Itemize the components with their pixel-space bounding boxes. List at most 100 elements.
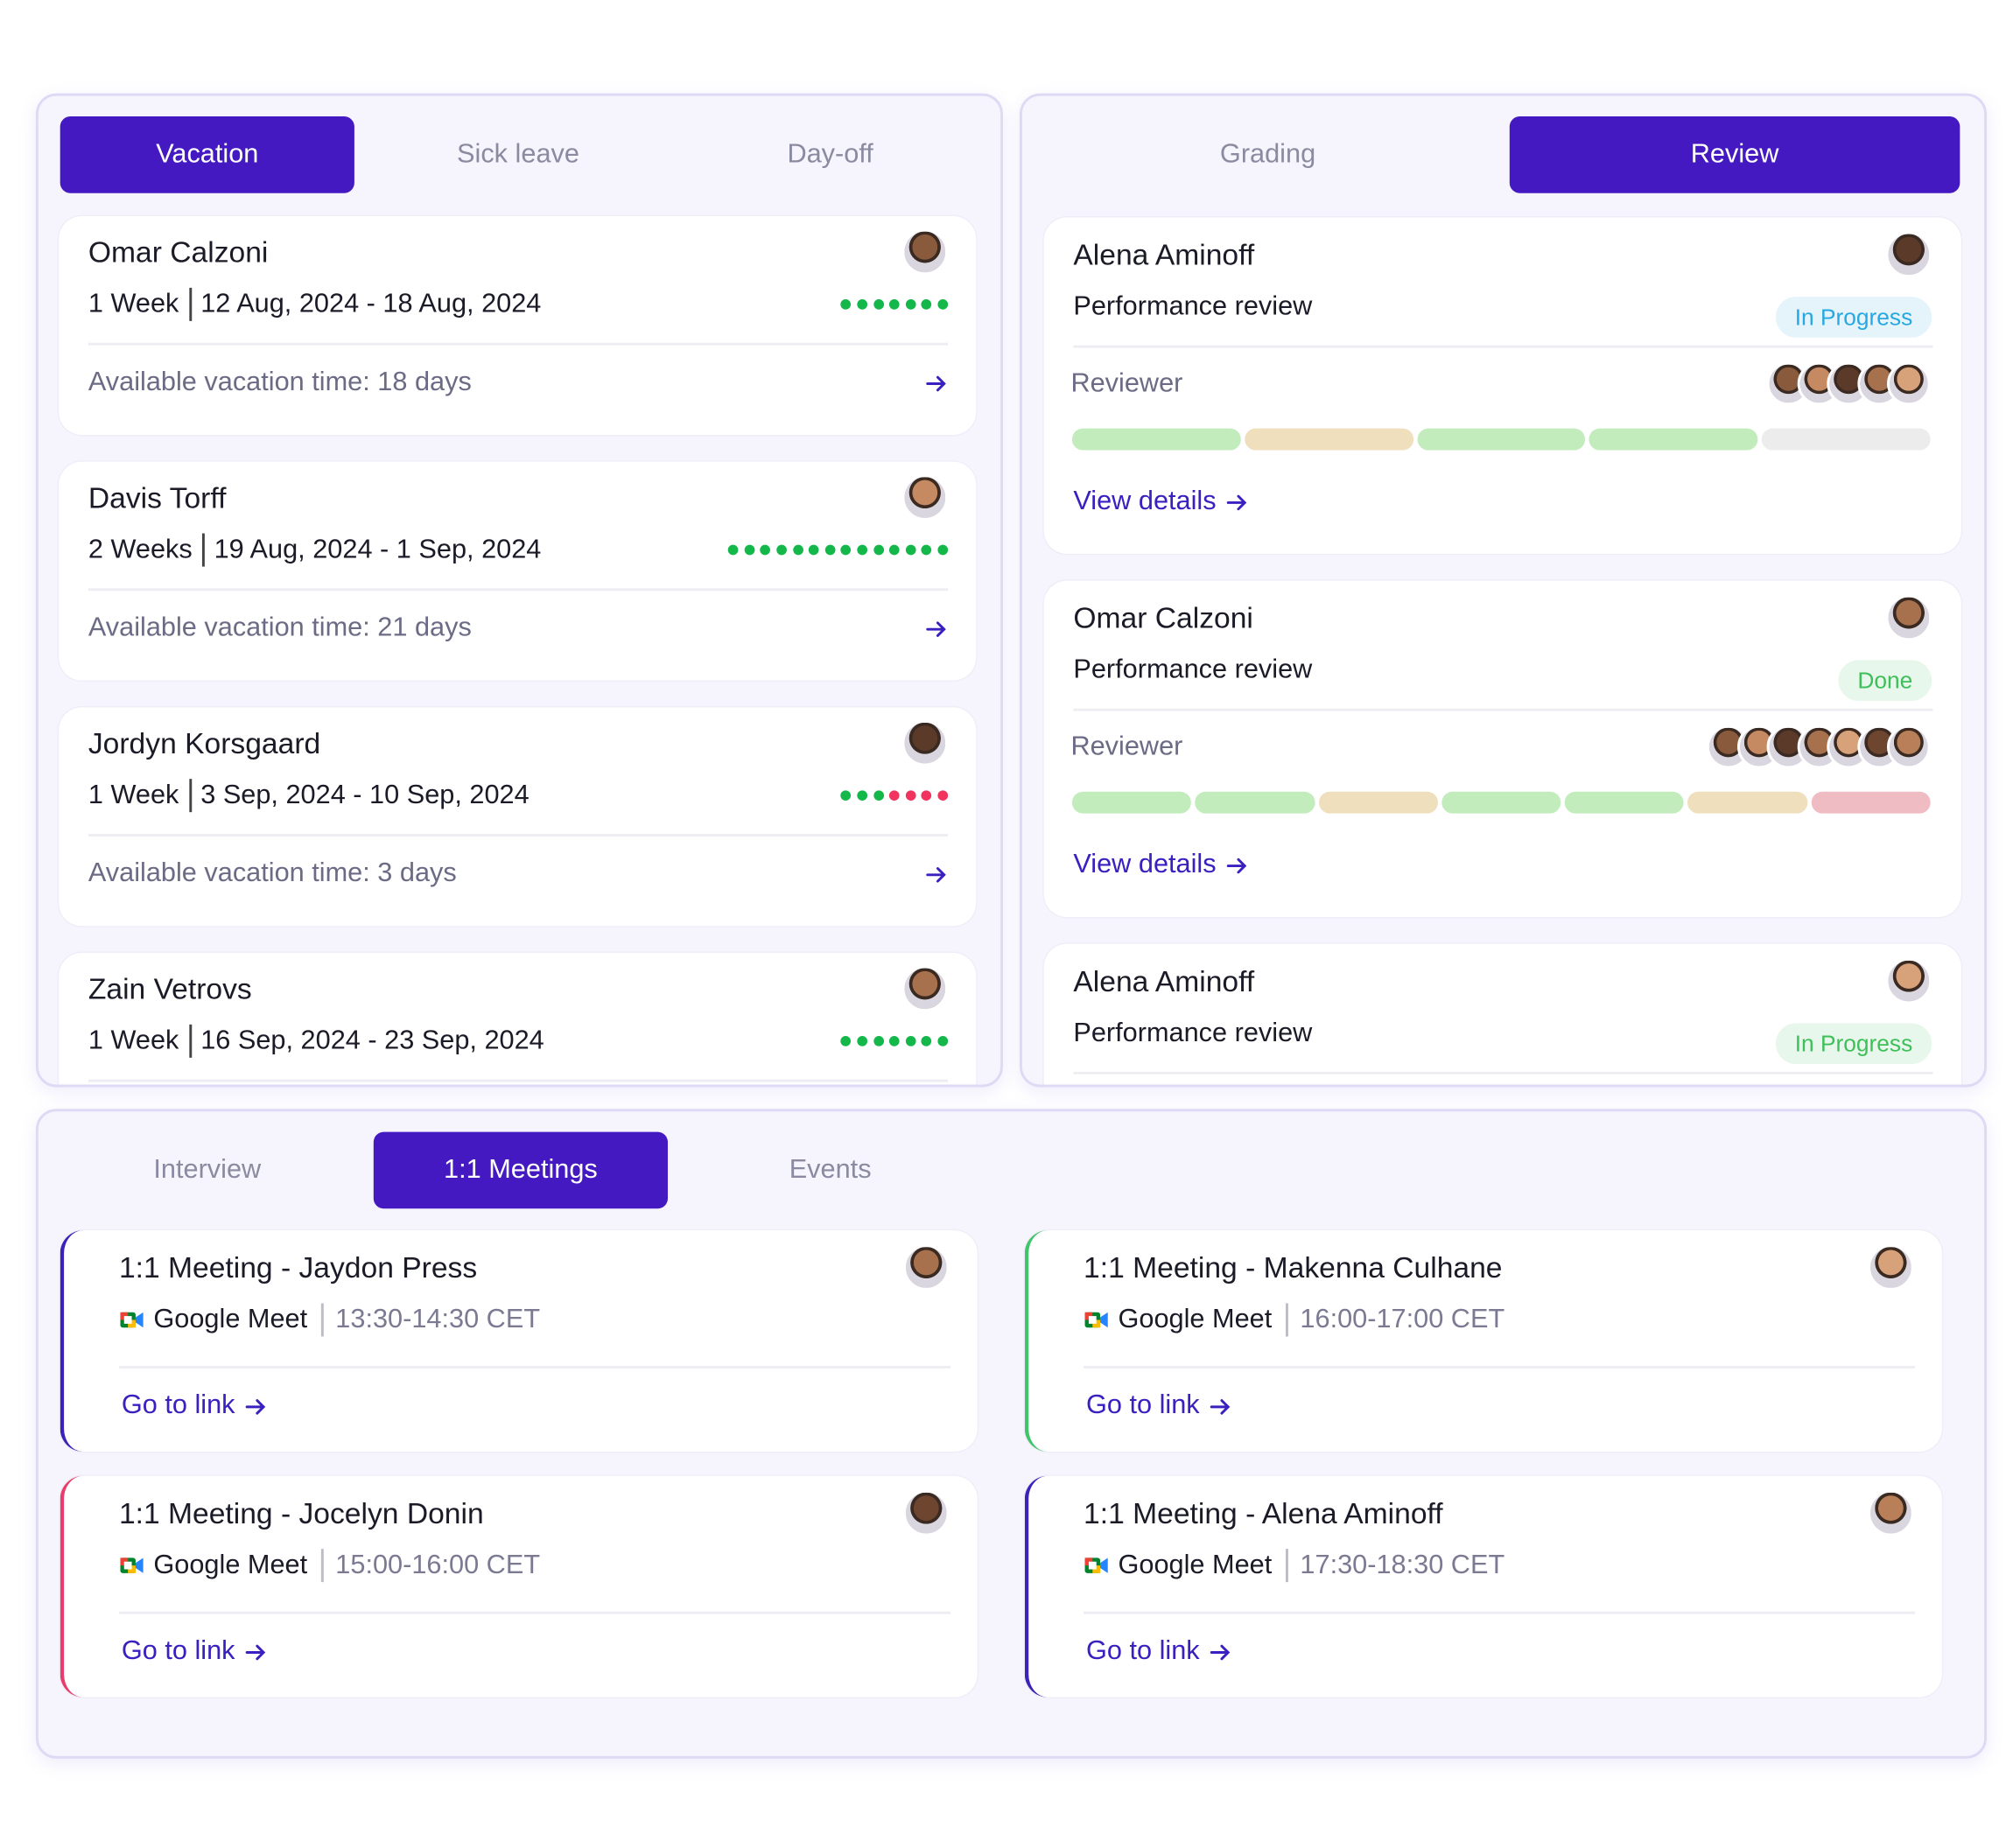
meeting-card: 1:1 Meeting - Alena Aminoff Google Meet 17… [1024, 1475, 1942, 1698]
day-dot [744, 544, 755, 556]
arrow [1210, 1644, 1230, 1661]
day-dot [873, 299, 884, 310]
dates: 3 Sep, 2024 - 10 Sep, 2024 [200, 780, 530, 810]
progress-segment [1811, 791, 1931, 814]
progress-segment [1071, 791, 1192, 814]
separator [321, 1303, 325, 1337]
meeting-card: 1:1 Meeting - Jaydon Press Google Meet 13:… [60, 1230, 978, 1452]
divider [88, 342, 949, 346]
separator [321, 1549, 325, 1583]
arrow [1210, 1399, 1230, 1415]
status-text: In Progress [1794, 304, 1913, 331]
arrow [245, 1644, 265, 1661]
duration: 1 Week [88, 1026, 179, 1055]
day-dot [840, 544, 852, 556]
meeting-time: 16:00-17:00 CET [1300, 1304, 1505, 1334]
dates: 16 Sep, 2024 - 23 Sep, 2024 [200, 1026, 544, 1055]
duration: 1 Week [88, 780, 179, 810]
meet-icon [120, 1310, 144, 1330]
tab[interactable]: 1:1 Meetings [373, 1131, 669, 1209]
status-text: Done [1857, 668, 1913, 694]
available-time: Available vacation time: 18 days [88, 367, 472, 397]
separator [189, 1024, 192, 1058]
meet-icon [1084, 1555, 1108, 1575]
day-dot [727, 544, 739, 556]
arrow [926, 375, 946, 392]
dates: 19 Aug, 2024 - 1 Sep, 2024 [214, 534, 542, 564]
review-card: Alena Aminoff Performance review In Progre… [1043, 217, 1961, 554]
arrow [245, 1399, 265, 1415]
view-details-link[interactable]: View details [1073, 849, 1217, 879]
meeting-title: 1:1 Meeting - Makenna Culhane [1084, 1250, 1503, 1284]
day-dot [760, 544, 771, 556]
day-dot [840, 1035, 852, 1046]
status-badge: In Progress [1775, 1023, 1932, 1065]
tab[interactable]: Day-off [787, 139, 873, 169]
reviewer-label: Reviewer [1070, 732, 1183, 761]
dates: 12 Aug, 2024 - 18 Aug, 2024 [200, 289, 542, 318]
meeting-time: 13:30-14:30 CET [335, 1304, 541, 1334]
status-bg [1775, 1023, 1932, 1065]
tab[interactable]: Vacation [60, 116, 354, 193]
avatar [1887, 724, 1931, 769]
divider [1084, 1611, 1916, 1614]
google-meet-icon [1084, 1312, 1108, 1328]
review-card: Alena Aminoff Performance review In Progre… [1043, 943, 1961, 1085]
tab[interactable]: Sick leave [457, 139, 579, 169]
view-details-link[interactable]: View details [1073, 486, 1217, 516]
reviewer-label: Reviewer [1070, 368, 1183, 398]
progress-segment [1318, 791, 1438, 814]
meeting-title: 1:1 Meeting - Jocelyn Donin [118, 1496, 484, 1530]
day-dot [921, 1035, 932, 1046]
avatar [1868, 1244, 1914, 1291]
tab[interactable]: Review [1509, 116, 1960, 193]
separator [189, 779, 192, 813]
arrow [1226, 858, 1246, 874]
tab[interactable]: Grading [1219, 139, 1316, 169]
employee-name: Davis Torff [88, 480, 227, 514]
progress-segment [1762, 428, 1931, 451]
arrow-icon [1209, 1396, 1231, 1418]
arrow-icon [1225, 854, 1248, 877]
employee-name: Jordyn Korsgaard [88, 726, 321, 760]
go-to-link[interactable]: Go to link [1085, 1390, 1200, 1420]
status-bg [1775, 297, 1932, 338]
day-dot [921, 544, 932, 556]
day-dot [905, 1035, 916, 1046]
meet-icon [1084, 1310, 1108, 1330]
day-dot [873, 790, 884, 802]
available-time: Available vacation time: 21 days [88, 612, 472, 642]
avatar [1885, 594, 1932, 641]
avatar [1887, 361, 1931, 406]
employee-name: Omar Calzoni [88, 234, 269, 269]
progress-segment [1589, 428, 1758, 451]
day-dot [824, 544, 836, 556]
divider [118, 1611, 951, 1614]
arrow-icon [925, 618, 948, 640]
arrow [926, 867, 946, 883]
day-dot [809, 544, 819, 556]
meeting-card: 1:1 Meeting - Jocelyn Donin Google Meet 15… [60, 1475, 978, 1698]
go-to-link[interactable]: Go to link [121, 1390, 235, 1420]
arrow-icon [244, 1396, 267, 1418]
day-dot [857, 1035, 868, 1046]
avatar [901, 719, 949, 766]
duration: 2 Weeks [88, 534, 193, 564]
day-dot [889, 1035, 900, 1046]
meeting-title: 1:1 Meeting - Alena Aminoff [1084, 1496, 1443, 1530]
day-dot [840, 790, 852, 802]
tab[interactable]: Events [789, 1154, 872, 1185]
arrow-icon [1225, 491, 1248, 514]
day-dot [873, 544, 884, 556]
tab[interactable]: Interview [153, 1154, 262, 1185]
go-to-link[interactable]: Go to link [121, 1635, 235, 1666]
divider [1073, 708, 1933, 711]
divider [118, 1366, 951, 1369]
divider [88, 834, 949, 836]
progress-segment [1416, 428, 1586, 451]
day-dot [889, 544, 900, 556]
avatar [1868, 1489, 1914, 1536]
employee-name: Zain Vetrovs [88, 971, 252, 1005]
meeting-title: 1:1 Meeting - Jaydon Press [118, 1250, 478, 1284]
go-to-link[interactable]: Go to link [1085, 1635, 1200, 1666]
